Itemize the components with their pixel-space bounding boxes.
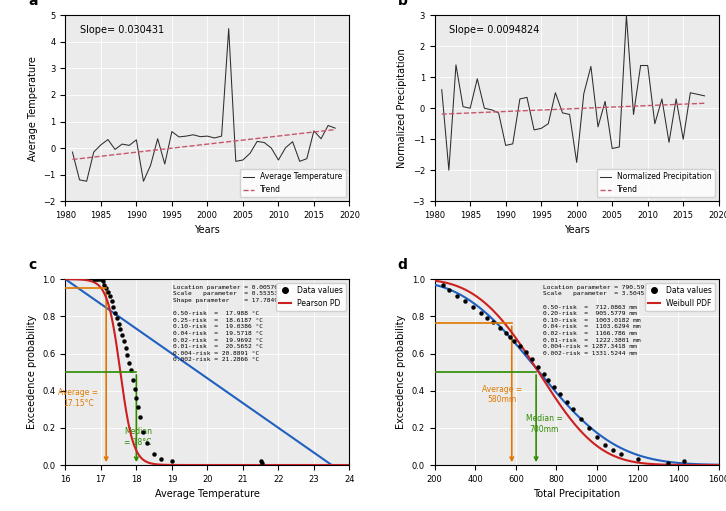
Point [120,344,131,352]
Point [532,362,544,370]
Point [488,318,499,326]
Point [632,455,643,463]
Point [583,424,595,432]
Text: d: d [398,258,407,272]
Text: Median
= 18°C: Median = 18°C [124,427,152,447]
Point [123,359,135,367]
Point [481,314,493,322]
Point [255,457,266,466]
Legend: Normalized Precipitation, Trend: Normalized Precipitation, Trend [597,170,715,197]
Point [134,412,146,421]
Text: b: b [398,0,407,8]
Legend: Data values, Pearson PD: Data values, Pearson PD [276,283,346,311]
Point [116,331,128,339]
Point [102,288,114,296]
Point [91,275,103,283]
Point [476,309,487,317]
Point [526,355,538,363]
Point [90,275,102,283]
Point [88,275,99,283]
Point [97,277,108,285]
Point [138,428,150,436]
Point [95,275,107,283]
Text: Average =
580mm: Average = 580mm [481,385,522,404]
Point [142,438,153,447]
Point [468,303,479,311]
Point [608,446,619,454]
Text: a: a [28,0,38,8]
Point [560,398,572,406]
Point [122,351,134,359]
Point [678,457,690,466]
Point [115,326,126,334]
Point [591,433,603,441]
Point [662,459,674,467]
Point [555,390,566,399]
Point [118,336,130,344]
Point [599,440,611,449]
Text: Slope= 0.0094824: Slope= 0.0094824 [449,25,539,35]
Point [132,403,144,411]
Y-axis label: Exceedence probability: Exceedence probability [27,315,37,429]
Point [111,314,123,322]
Point [104,292,115,300]
Point [155,455,167,463]
Point [460,297,471,306]
Point [616,450,627,458]
Point [514,342,526,350]
Text: Slope= 0.030431: Slope= 0.030431 [80,25,163,35]
X-axis label: Total Precipitation: Total Precipitation [533,490,620,499]
Text: Median =
700mm: Median = 700mm [526,414,563,434]
Text: Average =
17.15°C: Average = 17.15°C [58,388,99,408]
Point [93,275,105,283]
Point [131,394,142,402]
Y-axis label: Normalized Precipitation: Normalized Precipitation [397,49,407,168]
X-axis label: Years: Years [564,225,590,236]
Point [109,309,121,317]
Point [542,376,554,384]
Y-axis label: Exceedence probability: Exceedence probability [396,315,406,429]
Point [504,333,515,341]
X-axis label: Years: Years [195,225,220,236]
Y-axis label: Average Temperature: Average Temperature [28,56,38,160]
Point [500,329,512,337]
Point [106,297,118,306]
Point [113,320,124,328]
Point [166,457,178,466]
Point [100,285,112,293]
Point [437,281,449,289]
Point [125,366,136,375]
X-axis label: Average Temperature: Average Temperature [155,490,260,499]
Point [520,347,531,356]
Point [148,450,160,458]
Legend: Data values, Weibull PDF: Data values, Weibull PDF [645,283,715,311]
Legend: Average Temperature, Trend: Average Temperature, Trend [240,170,346,197]
Point [567,405,579,413]
Point [127,376,139,384]
Point [451,292,462,300]
Point [494,323,505,332]
Point [549,383,560,391]
Point [508,336,520,344]
Point [575,414,587,423]
Point [256,459,268,467]
Point [443,286,454,294]
Point [99,281,110,289]
Text: c: c [28,258,36,272]
Text: Location parameter = 0.0057622
Scale   parameter  = 0.55353
Shape parameter    =: Location parameter = 0.0057622 Scale par… [174,285,286,362]
Point [539,370,550,378]
Text: Location parameter = 790.5918
Scale   parameter  = 3.5045

0.50-risk  =  712.086: Location parameter = 790.5918 Scale para… [542,285,651,356]
Point [129,385,140,393]
Point [107,303,119,311]
